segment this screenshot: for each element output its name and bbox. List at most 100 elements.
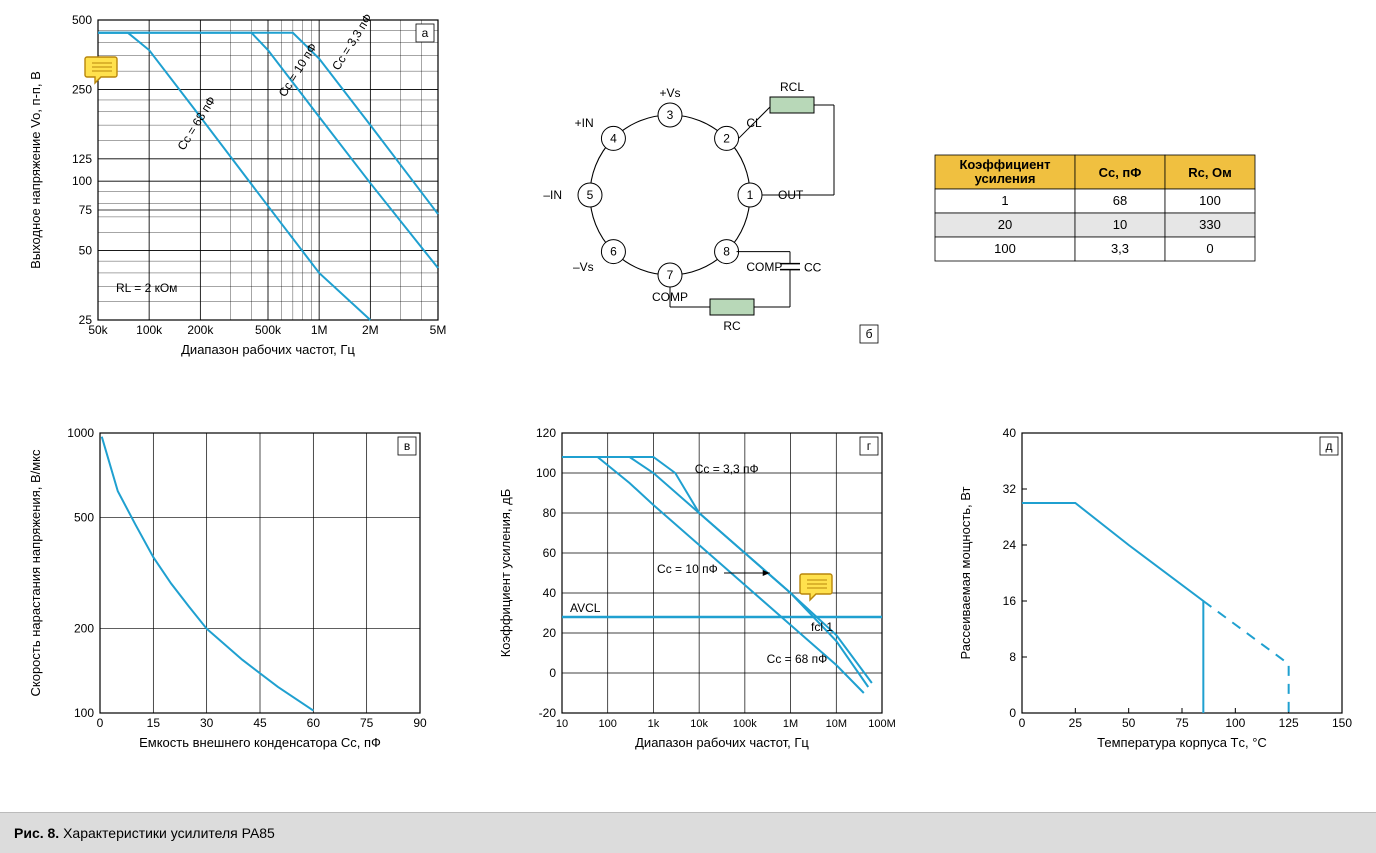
svg-text:120: 120: [536, 426, 556, 440]
svg-text:200: 200: [74, 622, 94, 636]
svg-text:24: 24: [1003, 538, 1017, 552]
svg-text:50: 50: [1122, 716, 1136, 730]
svg-text:125: 125: [72, 152, 92, 166]
chart-d: 101001k10k100k1M10M100M-2002040608010012…: [490, 418, 920, 768]
svg-text:3,3: 3,3: [1111, 241, 1129, 256]
svg-text:20: 20: [998, 217, 1012, 232]
svg-text:0: 0: [97, 716, 104, 730]
svg-text:+Vs: +Vs: [659, 86, 680, 100]
svg-text:-20: -20: [539, 706, 557, 720]
svg-text:100: 100: [536, 466, 556, 480]
svg-text:а: а: [422, 26, 429, 40]
svg-text:Rс, Ом: Rс, Ом: [1188, 165, 1232, 180]
svg-text:3: 3: [667, 108, 674, 122]
svg-text:RCL: RCL: [780, 80, 804, 94]
svg-text:–IN: –IN: [543, 188, 562, 202]
svg-text:fcl 1: fcl 1: [811, 620, 833, 634]
svg-text:2M: 2M: [362, 323, 379, 337]
svg-text:б: б: [866, 327, 873, 341]
svg-text:RC: RC: [723, 319, 741, 333]
svg-text:16: 16: [1003, 594, 1017, 608]
svg-text:Cс, пФ: Cс, пФ: [1099, 165, 1142, 180]
svg-text:AVCL: AVCL: [570, 601, 601, 615]
svg-text:20: 20: [543, 626, 557, 640]
svg-text:5: 5: [587, 188, 594, 202]
svg-text:1: 1: [1001, 193, 1008, 208]
svg-text:10M: 10M: [826, 718, 847, 730]
svg-text:80: 80: [543, 506, 557, 520]
svg-text:2: 2: [723, 131, 730, 145]
svg-text:60: 60: [543, 546, 557, 560]
diagram-b: 1OUT2CL3+Vs4+IN5–IN6–Vs7COMP8COMPRCLRCCC…: [500, 35, 900, 365]
svg-text:1: 1: [747, 188, 754, 202]
svg-text:Выходное напряжение Vo, п-п, В: Выходное напряжение Vo, п-п, В: [28, 71, 43, 269]
svg-text:125: 125: [1279, 716, 1299, 730]
svg-text:5M: 5M: [430, 323, 447, 337]
svg-text:1000: 1000: [67, 426, 94, 440]
comment-note-icon[interactable]: [800, 572, 834, 602]
svg-text:200k: 200k: [187, 323, 214, 337]
svg-text:150: 150: [1332, 716, 1352, 730]
svg-text:0: 0: [1206, 241, 1213, 256]
svg-text:Емкость внешнего конденсатора: Емкость внешнего конденсатора Cс, пФ: [139, 735, 381, 750]
svg-text:60: 60: [307, 716, 321, 730]
svg-text:10: 10: [1113, 217, 1127, 232]
svg-text:Коэффициент: Коэффициент: [959, 157, 1050, 172]
chart-c: 01530456075901002005001000Емкость внешне…: [18, 418, 458, 768]
svg-text:10k: 10k: [690, 718, 708, 730]
svg-text:30: 30: [200, 716, 214, 730]
svg-text:40: 40: [1003, 426, 1017, 440]
svg-text:Диапазон рабочих частот, Гц: Диапазон рабочих частот, Гц: [635, 735, 809, 750]
svg-text:100: 100: [1199, 193, 1221, 208]
svg-text:Рассеиваемая мощность, Вт: Рассеиваемая мощность, Вт: [958, 486, 973, 659]
svg-text:д: д: [1325, 439, 1332, 453]
svg-text:1k: 1k: [648, 718, 660, 730]
svg-text:500k: 500k: [255, 323, 282, 337]
svg-text:25: 25: [1069, 716, 1083, 730]
svg-text:100k: 100k: [733, 718, 757, 730]
svg-text:Диапазон рабочих частот, Гц: Диапазон рабочих частот, Гц: [181, 342, 355, 357]
svg-text:0: 0: [1019, 716, 1026, 730]
svg-text:Температура корпуса Tс, °C: Температура корпуса Tс, °C: [1097, 735, 1267, 750]
svg-text:7: 7: [667, 268, 674, 282]
svg-text:1M: 1M: [311, 323, 328, 337]
svg-text:100k: 100k: [136, 323, 163, 337]
svg-text:4: 4: [610, 131, 617, 145]
svg-text:500: 500: [74, 510, 94, 524]
svg-text:75: 75: [1175, 716, 1189, 730]
caption-bold: Рис. 8.: [14, 825, 59, 841]
svg-text:Скорость нарастания напряжения: Скорость нарастания напряжения, В/мкс: [28, 449, 43, 697]
svg-text:COMP: COMP: [746, 260, 782, 274]
svg-text:100: 100: [994, 241, 1016, 256]
svg-text:в: в: [404, 439, 410, 453]
svg-text:8: 8: [723, 245, 730, 259]
svg-text:Cc = 68 пФ: Cc = 68 пФ: [767, 652, 828, 666]
svg-text:–Vs: –Vs: [573, 260, 594, 274]
svg-text:50: 50: [79, 244, 93, 258]
svg-text:усиления: усиления: [975, 171, 1036, 186]
svg-text:100: 100: [1225, 716, 1245, 730]
svg-text:г: г: [867, 439, 872, 453]
svg-text:32: 32: [1003, 482, 1017, 496]
svg-text:100M: 100M: [868, 718, 896, 730]
svg-text:0: 0: [549, 666, 556, 680]
svg-text:15: 15: [147, 716, 161, 730]
svg-text:330: 330: [1199, 217, 1221, 232]
svg-text:75: 75: [79, 203, 93, 217]
svg-text:500: 500: [72, 13, 92, 27]
chart-e: 02550751001251500816243240Температура ко…: [950, 418, 1376, 768]
svg-text:1M: 1M: [783, 718, 798, 730]
svg-text:100: 100: [72, 174, 92, 188]
svg-text:Cc = 3,3 пФ: Cc = 3,3 пФ: [695, 462, 759, 476]
svg-text:68: 68: [1113, 193, 1127, 208]
svg-text:75: 75: [360, 716, 374, 730]
svg-text:RL = 2 кОм: RL = 2 кОм: [116, 281, 177, 295]
svg-text:100: 100: [74, 706, 94, 720]
svg-text:6: 6: [610, 245, 617, 259]
svg-text:10: 10: [556, 718, 568, 730]
comment-note-icon[interactable]: [85, 55, 119, 85]
svg-text:+IN: +IN: [575, 116, 594, 130]
svg-text:100: 100: [599, 718, 617, 730]
caption-text: Характеристики усилителя PA85: [59, 825, 275, 841]
svg-text:90: 90: [413, 716, 427, 730]
